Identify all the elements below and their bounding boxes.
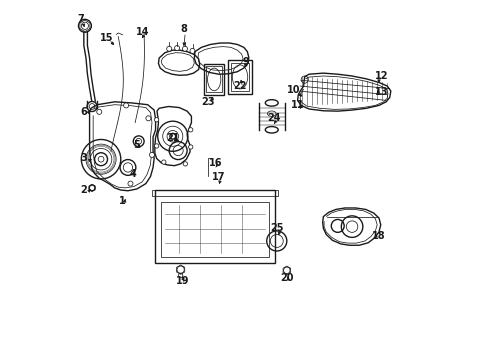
Text: 3: 3 [81, 153, 87, 163]
Text: 16: 16 [209, 158, 222, 168]
Circle shape [283, 267, 289, 274]
Text: 4: 4 [129, 168, 136, 179]
Bar [161, 202, 268, 257]
Text: 24: 24 [266, 113, 280, 123]
Text: 20: 20 [280, 273, 293, 283]
Circle shape [188, 145, 192, 149]
Bar [155, 190, 274, 263]
Circle shape [97, 109, 102, 114]
Bar [206, 66, 222, 93]
Circle shape [190, 48, 195, 53]
Circle shape [174, 45, 179, 50]
Circle shape [128, 181, 133, 186]
Text: 17: 17 [211, 172, 225, 182]
Circle shape [149, 152, 154, 157]
Text: 10: 10 [286, 85, 300, 95]
Bar [204, 64, 224, 95]
Circle shape [162, 160, 165, 164]
Text: 14: 14 [135, 27, 149, 37]
Circle shape [123, 103, 128, 108]
Bar [152, 190, 277, 196]
Text: 9: 9 [243, 57, 249, 67]
Circle shape [177, 266, 184, 273]
Text: 22: 22 [233, 81, 246, 91]
Text: 12: 12 [374, 71, 387, 81]
Bar [231, 63, 248, 91]
Circle shape [89, 185, 95, 191]
Text: 6: 6 [81, 107, 87, 117]
Text: 18: 18 [371, 231, 385, 240]
Text: 23: 23 [201, 97, 214, 107]
Text: 2: 2 [81, 185, 87, 195]
Text: 8: 8 [180, 24, 186, 35]
Circle shape [154, 118, 159, 122]
Circle shape [166, 46, 171, 51]
Text: 21: 21 [166, 133, 179, 143]
Text: 7: 7 [77, 14, 83, 24]
Bar [228, 60, 251, 94]
Text: 25: 25 [270, 224, 284, 233]
Text: 1: 1 [118, 196, 125, 206]
Circle shape [183, 162, 187, 166]
Text: 11: 11 [290, 100, 304, 110]
Circle shape [87, 102, 97, 112]
Circle shape [188, 128, 192, 132]
Text: 19: 19 [176, 276, 189, 286]
Circle shape [169, 134, 175, 139]
Circle shape [145, 116, 151, 121]
Text: 13: 13 [374, 87, 387, 97]
Text: 15: 15 [100, 33, 113, 43]
Text: 5: 5 [133, 140, 139, 150]
Circle shape [154, 144, 159, 148]
Circle shape [182, 46, 187, 51]
